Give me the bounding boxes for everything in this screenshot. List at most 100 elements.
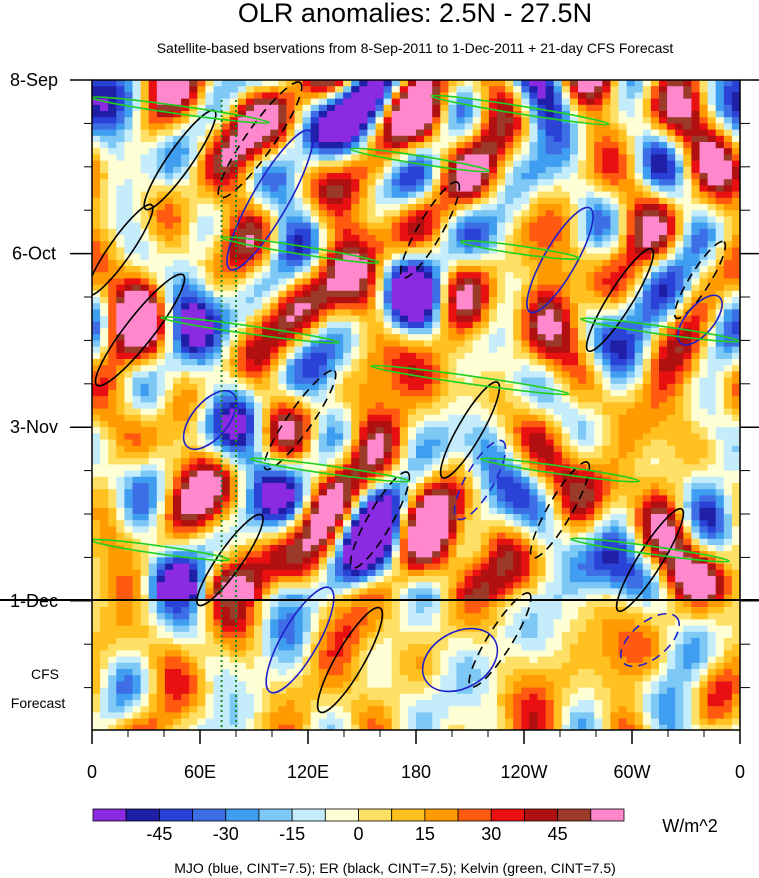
olr-cell: [424, 309, 433, 317]
olr-cell: [602, 421, 611, 428]
olr-cell: [497, 154, 506, 162]
olr-cell: [302, 154, 312, 162]
olr-cell: [488, 185, 498, 193]
olr-cell: [262, 148, 271, 155]
olr-cell: [667, 272, 676, 279]
olr-cell: [302, 98, 312, 106]
olr-cell: [181, 241, 190, 248]
olr-cell: [553, 290, 563, 298]
olr-cell: [173, 204, 182, 211]
olr-cell: [302, 117, 312, 124]
olr-cell: [92, 427, 101, 434]
olr-cell: [294, 365, 304, 372]
olr-cell: [399, 104, 409, 112]
olr-cell: [618, 352, 628, 360]
olr-cell: [156, 241, 166, 248]
olr-cell: [92, 111, 101, 118]
olr-cell: [667, 458, 676, 465]
olr-cell: [318, 390, 328, 397]
olr-cell: [262, 191, 271, 199]
olr-cell: [545, 452, 555, 459]
olr-cell: [278, 80, 287, 87]
olr-cell: [237, 402, 247, 410]
olr-cell: [594, 154, 603, 162]
olr-cell: [262, 377, 271, 385]
olr-cell: [456, 135, 466, 143]
olr-cell: [448, 383, 458, 391]
olr-cell: [173, 365, 182, 372]
olr-cell: [537, 427, 547, 434]
olr-cell: [407, 396, 417, 403]
olr-cell: [659, 259, 668, 267]
olr-cell: [602, 135, 611, 143]
olr-cell: [731, 197, 740, 205]
olr-cell: [521, 92, 530, 100]
olr-cell: [367, 160, 377, 168]
olr-cell: [521, 278, 530, 286]
olr-cell: [237, 197, 247, 205]
olr-cell: [262, 216, 271, 224]
olr-cell: [294, 346, 304, 354]
olr-cell: [586, 173, 595, 180]
olr-cell: [245, 315, 255, 323]
olr-cell: [416, 241, 425, 248]
olr-cell: [181, 210, 190, 217]
olr-cell: [108, 290, 117, 298]
olr-cell: [100, 166, 109, 174]
olr-cell: [537, 284, 547, 292]
olr-cell: [383, 365, 393, 372]
olr-cell: [140, 297, 150, 304]
olr-cell: [343, 166, 352, 174]
olr-cell: [699, 433, 709, 441]
olr-cell: [553, 365, 563, 372]
olr-cell: [634, 235, 644, 242]
olr-cell: [424, 142, 433, 149]
olr-cell: [618, 303, 628, 310]
olr-cell: [618, 166, 628, 174]
olr-cell: [699, 278, 709, 286]
olr-cell: [205, 464, 215, 472]
olr-cell: [156, 377, 166, 385]
olr-cell: [667, 92, 676, 100]
olr-cell: [513, 272, 522, 279]
olr-cell: [488, 247, 498, 255]
olr-cell: [335, 154, 344, 162]
olr-cell: [270, 179, 279, 186]
olr-cell: [659, 197, 668, 205]
olr-cell: [116, 129, 125, 137]
olr-cell: [391, 166, 401, 174]
olr-cell: [399, 303, 409, 310]
olr-cell: [205, 297, 215, 304]
olr-cell: [529, 427, 539, 434]
olr-cell: [578, 185, 587, 193]
olr-cell: [92, 309, 101, 317]
olr-cell: [715, 340, 725, 348]
olr-cell: [270, 135, 279, 143]
olr-cell: [164, 210, 174, 217]
olr-cell: [497, 160, 506, 168]
olr-cell: [626, 290, 636, 298]
olr-cell: [416, 92, 425, 100]
olr-cell: [448, 148, 458, 155]
olr-cell: [262, 142, 271, 149]
olr-cell: [731, 321, 740, 329]
olr-cell: [715, 303, 725, 310]
olr-cell: [667, 383, 676, 391]
olr-cell: [310, 390, 320, 397]
olr-cell: [399, 185, 409, 193]
olr-cell: [699, 284, 709, 292]
olr-cell: [488, 365, 498, 372]
olr-cell: [642, 86, 652, 93]
olr-cell: [683, 371, 692, 379]
olr-cell: [569, 104, 579, 112]
olr-cell: [173, 166, 182, 174]
olr-cell: [416, 179, 425, 186]
olr-cell: [618, 222, 628, 230]
olr-cell: [472, 396, 482, 403]
olr-cell: [707, 297, 717, 304]
olr-cell: [667, 427, 676, 434]
olr-cell: [480, 377, 490, 385]
olr-cell: [456, 414, 466, 422]
olr-cell: [407, 309, 417, 317]
olr-cell: [254, 328, 263, 335]
